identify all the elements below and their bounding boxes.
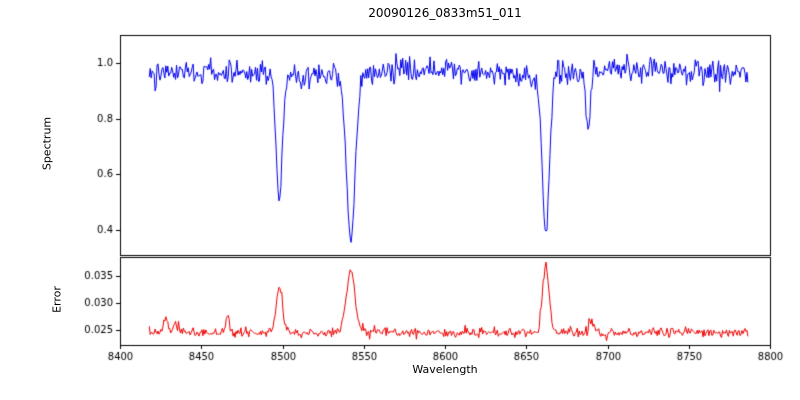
chart-title: 20090126_0833m51_011 — [368, 6, 522, 20]
wavelength-x-axis-label: Wavelength — [412, 363, 478, 376]
spectrum-y-axis-label: Spectrum — [40, 116, 54, 171]
error-y-axis-label: Error — [50, 286, 64, 313]
